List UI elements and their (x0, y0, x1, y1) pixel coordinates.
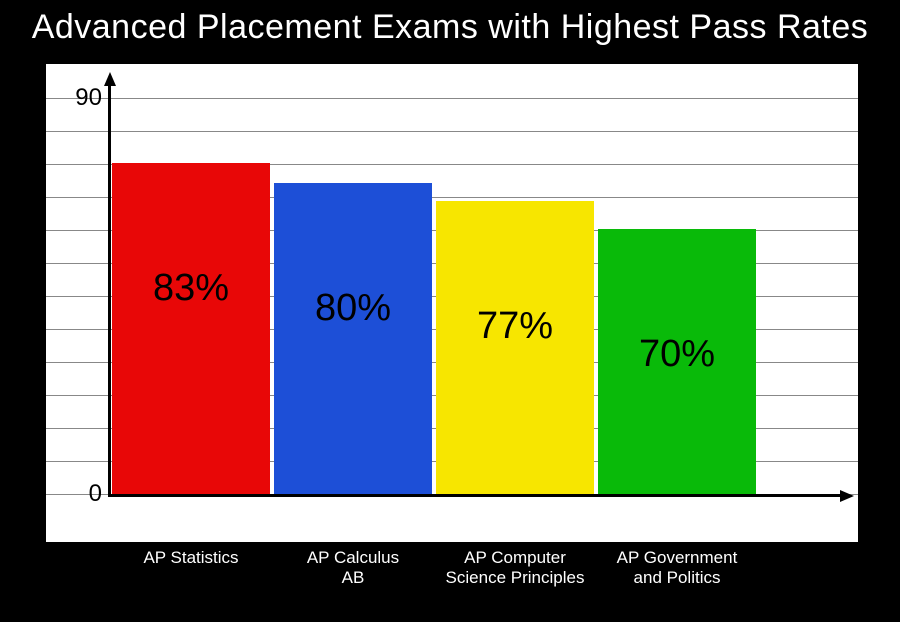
bar: 70% (598, 229, 756, 494)
y-axis (108, 84, 111, 494)
chart-frame: Advanced Placement Exams with Highest Pa… (0, 0, 900, 622)
bar-value-label: 83% (112, 267, 270, 310)
x-category-label: AP Statistics (102, 548, 280, 568)
bar-value-label: 80% (274, 287, 432, 330)
x-axis-arrow-icon (840, 490, 854, 502)
chart-title: Advanced Placement Exams with Highest Pa… (0, 8, 900, 47)
x-axis (108, 494, 842, 497)
bar: 83% (112, 163, 270, 494)
gridline (46, 131, 858, 132)
bar: 77% (436, 201, 594, 494)
x-category-label: AP Governmentand Politics (588, 548, 766, 587)
y-tick-label: 90 (50, 84, 102, 112)
y-axis-arrow-icon (104, 72, 116, 86)
bar-value-label: 77% (436, 305, 594, 348)
bar: 80% (274, 183, 432, 494)
gridline (46, 98, 858, 99)
y-tick-label: 0 (50, 480, 102, 508)
x-category-label: AP CalculusAB (264, 548, 442, 587)
x-category-label: AP ComputerScience Principles (426, 548, 604, 587)
bar-value-label: 70% (598, 333, 756, 376)
